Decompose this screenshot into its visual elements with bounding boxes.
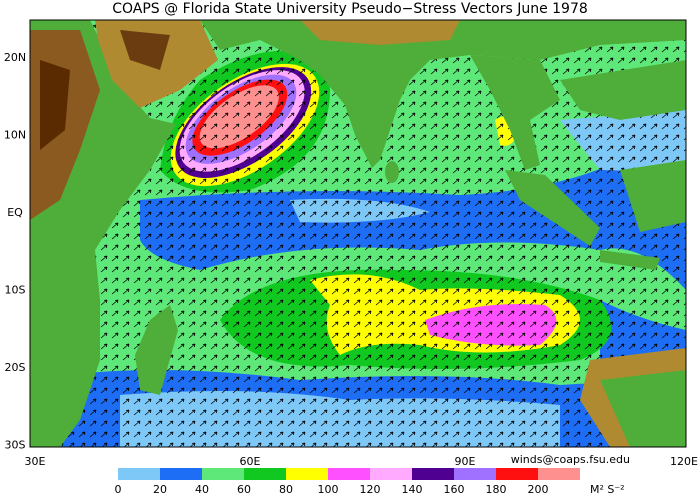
lat-label: 30S [5, 439, 26, 452]
map-frame [29, 19, 687, 448]
land [30, 20, 686, 447]
lon-labels: 30E 60E 90E 120E [25, 455, 698, 468]
colorbar-box [202, 468, 244, 480]
lat-label: 10S [5, 284, 26, 297]
colorbar-label: 100 [318, 483, 339, 496]
colorbar-label: 60 [237, 483, 251, 496]
colorbar-box [412, 468, 454, 480]
lon-label: 120E [670, 455, 698, 468]
credit: winds@coaps.fsu.edu [511, 453, 630, 466]
colorbar-box [454, 468, 496, 480]
colorbar-label: 160 [444, 483, 465, 496]
colorbar-box [538, 468, 580, 480]
lat-label: 10N [4, 129, 26, 142]
lat-labels: 20N 10N EQ 10S 20S 30S [4, 51, 26, 452]
lon-label: 60E [240, 455, 261, 468]
colorbar-label: 140 [402, 483, 423, 496]
colorbar-unit: M² S⁻² [590, 483, 625, 496]
colorbar-box [370, 468, 412, 480]
title: COAPS @ Florida State University Pseudo−… [112, 1, 588, 17]
colorbar-label: 200 [528, 483, 549, 496]
lon-label: 30E [25, 455, 46, 468]
colorbar-label: 0 [115, 483, 122, 496]
colorbar-box [496, 468, 538, 480]
colorbar-box [328, 468, 370, 480]
colorbar-label: 120 [360, 483, 381, 496]
colorbar-label: 180 [486, 483, 507, 496]
colorbar-box [160, 468, 202, 480]
lat-label: EQ [7, 206, 23, 219]
colorbar-label: 20 [153, 483, 167, 496]
lat-label: 20S [5, 361, 26, 374]
colorbar-box [118, 468, 160, 480]
colorbar-label: 40 [195, 483, 209, 496]
colorbar-box [244, 468, 286, 480]
colorbar-label: 80 [279, 483, 293, 496]
colorbar: 0 20 40 60 80 100 120 140 160 180 200 [115, 468, 580, 496]
colorbar-box [286, 468, 328, 480]
map [30, 20, 686, 447]
lon-label: 90E [455, 455, 476, 468]
lat-label: 20N [4, 51, 26, 64]
